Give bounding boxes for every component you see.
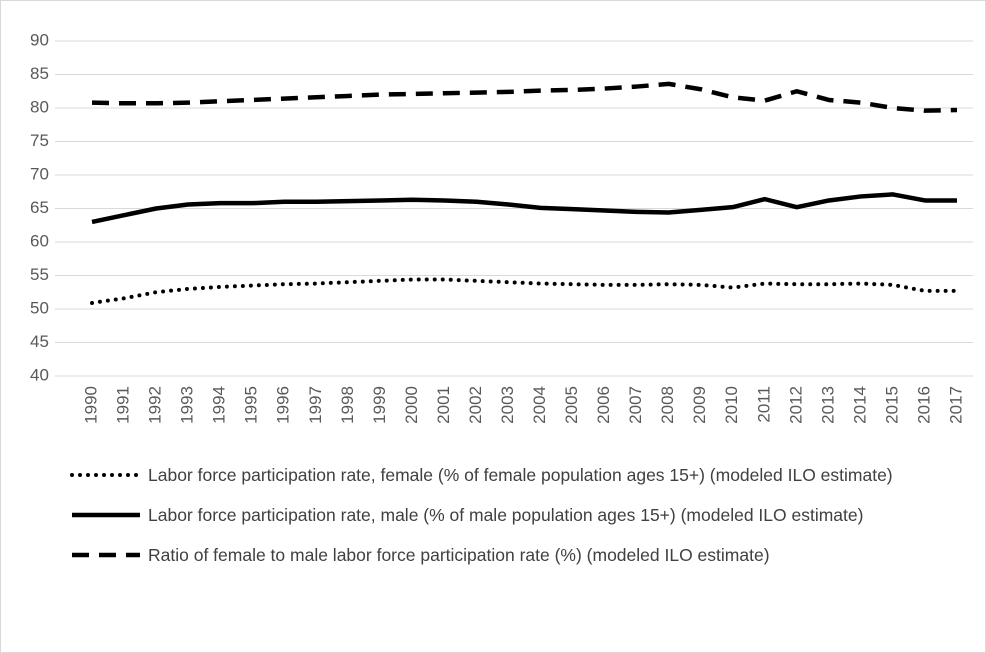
y-tick-label: 75 — [30, 131, 49, 150]
legend-entry: Labor force participation rate, male (% … — [0, 502, 986, 528]
y-tick-label: 90 — [30, 30, 49, 49]
x-tick-label: 1993 — [178, 386, 197, 424]
x-tick-label: 1994 — [210, 386, 229, 424]
legend-swatch — [72, 512, 140, 518]
legend-swatch — [72, 552, 140, 558]
x-tick-label: 2008 — [658, 386, 677, 424]
y-tick-label: 85 — [30, 64, 49, 83]
x-tick-label: 2010 — [722, 386, 741, 424]
x-tick-label: 2004 — [530, 386, 549, 424]
x-tick-label: 1995 — [242, 386, 261, 424]
legend-label: Labor force participation rate, male (% … — [148, 505, 864, 525]
legend-swatch — [70, 473, 142, 477]
y-tick-label: 80 — [30, 97, 49, 116]
x-tick-label: 2012 — [786, 386, 805, 424]
x-tick-label: 2006 — [594, 386, 613, 424]
legend: Labor force participation rate, female (… — [0, 462, 986, 582]
y-tick-label: 50 — [30, 298, 49, 317]
x-tick-label: 2000 — [402, 386, 421, 424]
legend-label: Labor force participation rate, female (… — [148, 465, 893, 485]
x-tick-label: 2003 — [498, 386, 517, 424]
data-line — [91, 192, 957, 225]
x-tick-label: 2005 — [562, 386, 581, 424]
y-tick-label: 60 — [30, 231, 49, 250]
x-tick-label: 1999 — [370, 386, 389, 424]
x-tick-label: 2013 — [818, 386, 837, 424]
x-tick-label: 2011 — [754, 386, 773, 423]
x-tick-label: 1991 — [114, 386, 133, 424]
x-tick-label: 2014 — [850, 386, 869, 424]
x-tick-label: 1996 — [274, 386, 293, 424]
y-tick-label: 40 — [30, 365, 49, 384]
y-tick-label: 45 — [30, 332, 49, 351]
x-tick-label: 2016 — [914, 386, 933, 424]
x-tick-label: 2001 — [434, 386, 453, 424]
legend-entry: Labor force participation rate, female (… — [0, 462, 986, 488]
y-tick-label: 55 — [30, 265, 49, 284]
y-tick-label: 70 — [30, 164, 49, 183]
x-tick-label: 2007 — [626, 386, 645, 424]
legend-entry: Ratio of female to male labor force part… — [0, 542, 986, 568]
x-tick-label: 1998 — [338, 386, 357, 424]
y-tick-label: 65 — [30, 198, 49, 217]
x-tick-label: 2015 — [882, 386, 901, 424]
x-tick-label: 1997 — [306, 386, 325, 424]
x-tick-label: 2009 — [690, 386, 709, 424]
x-tick-label: 2017 — [946, 386, 965, 424]
data-line — [90, 277, 959, 305]
x-tick-label: 1990 — [82, 386, 101, 424]
x-tick-label: 2002 — [466, 386, 485, 424]
legend-label: Ratio of female to male labor force part… — [148, 545, 770, 565]
x-tick-label: 1992 — [146, 386, 165, 424]
data-line — [91, 81, 958, 113]
